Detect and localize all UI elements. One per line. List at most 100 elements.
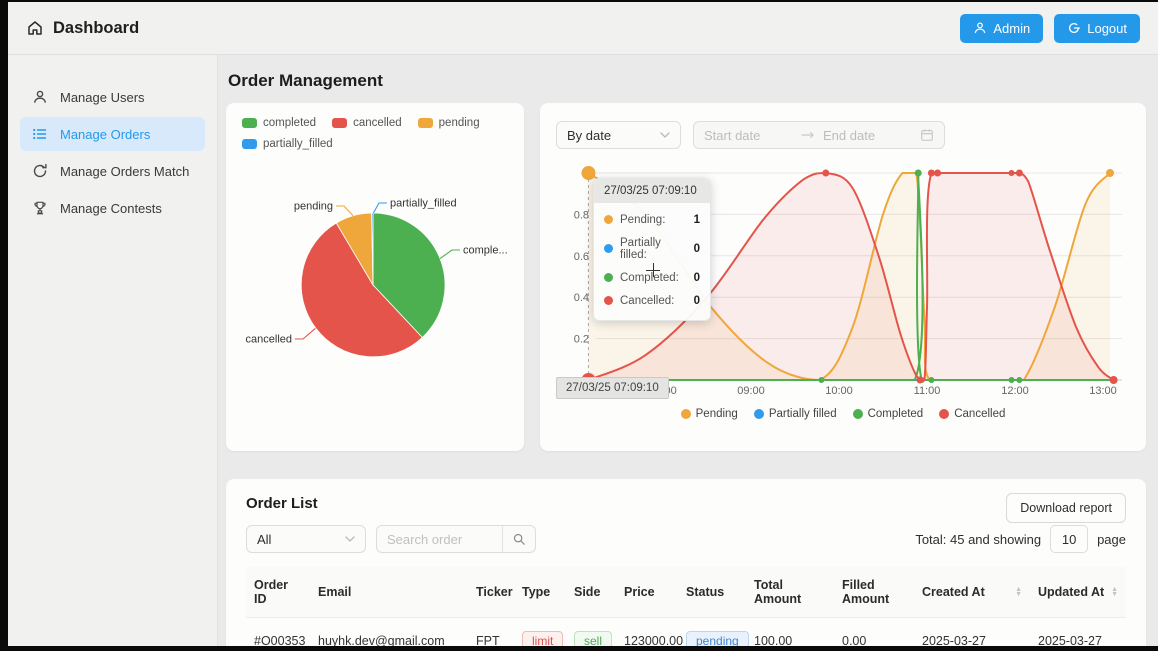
pie-slice-completed[interactable] (372, 212, 446, 339)
svg-text:11:00: 11:00 (914, 385, 941, 397)
sidebar-item-label: Manage Users (60, 89, 145, 105)
legend-label: cancelled (353, 117, 402, 129)
series-cancelled (588, 171, 1115, 382)
sell-badge: sell (574, 631, 613, 646)
line-chart-card: By date Start date End date 10.80.60.40.… (540, 103, 1146, 451)
table-header-row: Order ID Email Ticker Type Side Price Status To… (246, 567, 1126, 618)
limit-badge: limit (522, 631, 564, 646)
tooltip-row: Partially filled: 0 (604, 231, 700, 266)
table-row[interactable]: #O00353 huyhk.dev@gmail.com FPT limit sell 12… (246, 617, 1126, 646)
page-label: page (1097, 531, 1126, 547)
download-report-button[interactable]: Download report (1006, 493, 1126, 523)
logout-button-label: Logout (1087, 20, 1127, 36)
by-date-select[interactable]: By date (556, 121, 681, 149)
chart-legend-item-completed[interactable]: Completed (852, 408, 923, 420)
tooltip-row: Cancelled: 0 (604, 289, 700, 312)
column-header-filled-amount: Filled Amount (834, 567, 914, 618)
page-size-input[interactable]: 10 (1050, 525, 1089, 553)
pie-legend-item-cancelled[interactable]: cancelled (332, 117, 402, 129)
pie-legend: completed cancelled pending partially_fille… (242, 117, 508, 150)
logout-button[interactable]: Logout (1054, 13, 1140, 43)
svg-text:0.6: 0.6 (574, 251, 589, 263)
svg-text:12:00: 12:00 (1001, 385, 1029, 397)
sidebar-item-label: Manage Orders Match (60, 163, 190, 179)
legend-swatch (242, 118, 257, 128)
line-chart-region[interactable]: 10.80.60.40.2008:0009:0010:0011:0012:001… (556, 155, 1130, 420)
chevron-down-icon (345, 536, 355, 542)
app-window: Dashboard Admin Logout Manage Users Manag… (8, 2, 1158, 646)
by-date-select-value: By date (567, 127, 612, 143)
column-header-updated-at[interactable]: Updated At ▲ ▼ (1030, 567, 1126, 618)
column-header-created-at[interactable]: Created At ▲ ▼ (914, 567, 1030, 618)
calendar-icon (920, 128, 934, 142)
app-title: Dashboard (53, 18, 140, 37)
series-completed (588, 171, 1112, 382)
orders-table: Order ID Email Ticker Type Side Price Status To… (246, 567, 1126, 646)
tooltip-row: Pending: 1 (604, 208, 700, 231)
column-header-side: Side (566, 567, 616, 618)
end-date-field[interactable]: End date (823, 127, 876, 143)
refresh-icon (32, 163, 48, 179)
legend-label: partially_filled (263, 138, 333, 150)
svg-text:0.8: 0.8 (574, 209, 589, 221)
date-range-picker[interactable]: Start date End date (693, 121, 945, 149)
tooltip-row: Completed: 0 (604, 266, 700, 289)
pending-badge: pending (686, 631, 749, 646)
order-list-title: Order List (246, 495, 318, 512)
pie-legend-item-completed[interactable]: completed (242, 117, 316, 129)
pie-slice-partially_filled[interactable] (371, 212, 374, 286)
pie-chart[interactable]: comple... cancelled pending partially_fille… (226, 177, 524, 427)
search-button[interactable] (502, 526, 535, 552)
svg-text:13:00: 13:00 (1089, 385, 1117, 397)
sidebar-menu: Manage Users Manage Orders Manage Orders M… (8, 80, 217, 225)
pie-legend-item-pending[interactable]: pending (417, 117, 480, 129)
search-order-input[interactable] (377, 526, 502, 552)
legend-swatch (332, 118, 348, 128)
total-showing-text: Total: 45 and showing (915, 531, 1042, 547)
sidebar-item-manage-contests[interactable]: Manage Contests (20, 191, 205, 225)
column-header-order-id: Order ID (246, 567, 310, 618)
column-header-type: Type (514, 567, 566, 618)
sidebar-item-manage-orders-match[interactable]: Manage Orders Match (20, 154, 205, 188)
column-header-total-amount: Total Amount (746, 567, 834, 618)
user-icon (32, 89, 48, 105)
order-list-card: Order List Download report All Total: (226, 479, 1146, 646)
column-header-ticker: Ticker (468, 567, 514, 618)
home-icon (26, 19, 44, 37)
admin-button[interactable]: Admin (960, 13, 1044, 43)
chart-legend-item-cancelled[interactable]: Cancelled (939, 408, 1005, 420)
pie-chart-card: completed cancelled pending partially_fille… (226, 103, 524, 451)
pie-slice-cancelled[interactable] (300, 222, 423, 358)
sidebar: Manage Users Manage Orders Manage Orders M… (8, 55, 218, 646)
admin-button-label: Admin (993, 20, 1031, 36)
table-body: #O00353 huyhk.dev@gmail.com FPT limit sell 12… (246, 617, 1126, 646)
start-date-field[interactable]: Start date (704, 127, 761, 143)
pie-legend-item-partially_filled[interactable]: partially_filled (242, 138, 333, 150)
chevron-down-icon (660, 132, 670, 138)
filter-all-select[interactable]: All (246, 525, 366, 553)
line-chart-legend: Pending Partially filled Completed Cancelle… (556, 408, 1130, 420)
admin-user-icon (973, 21, 987, 35)
legend-swatch (417, 118, 433, 128)
chart-legend-item-pending[interactable]: Pending (680, 408, 738, 420)
sidebar-item-manage-users[interactable]: Manage Users (20, 80, 205, 114)
svg-text:0.4: 0.4 (574, 292, 589, 304)
chart-legend-item-partially-filled[interactable]: Partially filled (753, 408, 837, 420)
pie-label-cancelled: cancelled (246, 334, 292, 346)
legend-label: completed (263, 117, 317, 129)
arrow-right-icon (801, 131, 815, 139)
page-title: Order Management (228, 71, 383, 90)
main-content: Order Management completed cancelled pendi… (218, 55, 1158, 646)
tooltip-body: Pending: 1 Partially filled: 0 Completed: 0 Ca… (594, 203, 710, 320)
line-chart[interactable]: 10.80.60.40.2008:0009:0010:0011:0012:001… (556, 155, 1130, 401)
app-brand[interactable]: Dashboard (26, 19, 139, 38)
sidebar-item-manage-orders[interactable]: Manage Orders (20, 117, 205, 151)
svg-text:09:00: 09:00 (737, 385, 765, 397)
sort-icon[interactable]: ▲ ▼ (1111, 586, 1118, 598)
chart-tooltip: 27/03/25 07:09:10 Pending: 1 Partially fil… (593, 178, 711, 321)
sort-icon[interactable]: ▲ ▼ (1015, 586, 1022, 598)
legend-swatch (242, 139, 257, 149)
pie-label-pending: pending (294, 201, 333, 213)
pie-label-partially_filled: partially_filled (390, 198, 457, 210)
sidebar-item-label: Manage Contests (60, 200, 162, 216)
